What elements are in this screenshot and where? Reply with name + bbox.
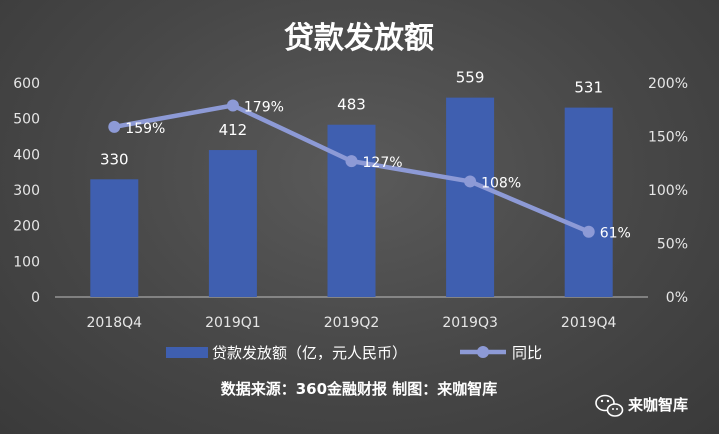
left-tick-label: 600: [13, 76, 40, 92]
line-value-label: 127%: [363, 155, 403, 171]
left-tick-label: 300: [13, 183, 40, 199]
x-axis: 2018Q4 2019Q1 2019Q2 2019Q3 2019Q4: [55, 296, 648, 331]
chart-title: 贷款发放额: [284, 21, 434, 56]
left-tick-label: 500: [13, 112, 40, 128]
bar: [90, 179, 139, 297]
line-value-label: 61%: [600, 226, 631, 242]
right-tick-label: 0%: [666, 290, 688, 306]
legend-bar-label: 贷款发放额（亿，元人民币）: [212, 344, 407, 362]
line-value-label: 108%: [481, 175, 521, 191]
legend: 贷款发放额（亿，元人民币） 同比: [166, 344, 542, 362]
right-tick-label: 100%: [648, 183, 688, 199]
watermark-text: 来咖智库: [627, 396, 688, 414]
bar-series: 330 412 483 559 531: [90, 69, 613, 297]
bar: [446, 97, 495, 297]
bar-value-label: 330: [100, 150, 129, 168]
bar: [208, 150, 257, 297]
line-point: [345, 155, 358, 168]
left-tick-label: 400: [13, 147, 40, 163]
bar: [327, 124, 376, 297]
line-point: [108, 120, 121, 133]
left-tick-label: 200: [13, 219, 40, 235]
right-tick-label: 200%: [648, 76, 688, 92]
line-value-label: 179%: [244, 99, 284, 115]
bar-value-label: 412: [219, 121, 248, 139]
line-point: [226, 99, 239, 112]
right-tick-label: 150%: [648, 130, 688, 146]
bar-value-label: 531: [574, 79, 603, 97]
x-tick-label: 2018Q4: [87, 315, 143, 331]
source-text: 数据来源：360金融财报 制图：来咖智库: [221, 380, 498, 398]
right-tick-label: 50%: [657, 237, 688, 253]
left-tick-label: 0: [31, 290, 40, 306]
legend-line-label: 同比: [512, 344, 542, 362]
left-axis: 0 100 200 300 400 500 600: [13, 76, 40, 306]
legend-bar-swatch: [166, 347, 208, 358]
x-tick-label: 2019Q3: [442, 315, 498, 331]
wechat-icon: [595, 394, 624, 417]
line-series: 159% 179% 127% 108% 61%: [108, 99, 631, 242]
left-tick-label: 100: [13, 254, 40, 270]
x-tick-label: 2019Q4: [561, 315, 617, 331]
x-tick-label: 2019Q1: [205, 315, 261, 331]
watermark: 来咖智库: [595, 394, 688, 417]
line-value-label: 159%: [125, 121, 165, 137]
line-point: [582, 225, 595, 238]
line-point: [464, 175, 477, 188]
bar: [564, 107, 613, 297]
x-tick-label: 2019Q2: [324, 315, 380, 331]
right-axis: 0% 50% 100% 150% 200%: [648, 76, 688, 306]
legend-line-marker: [477, 346, 489, 358]
bar-value-label: 483: [337, 96, 366, 114]
bar-value-label: 559: [456, 69, 485, 87]
